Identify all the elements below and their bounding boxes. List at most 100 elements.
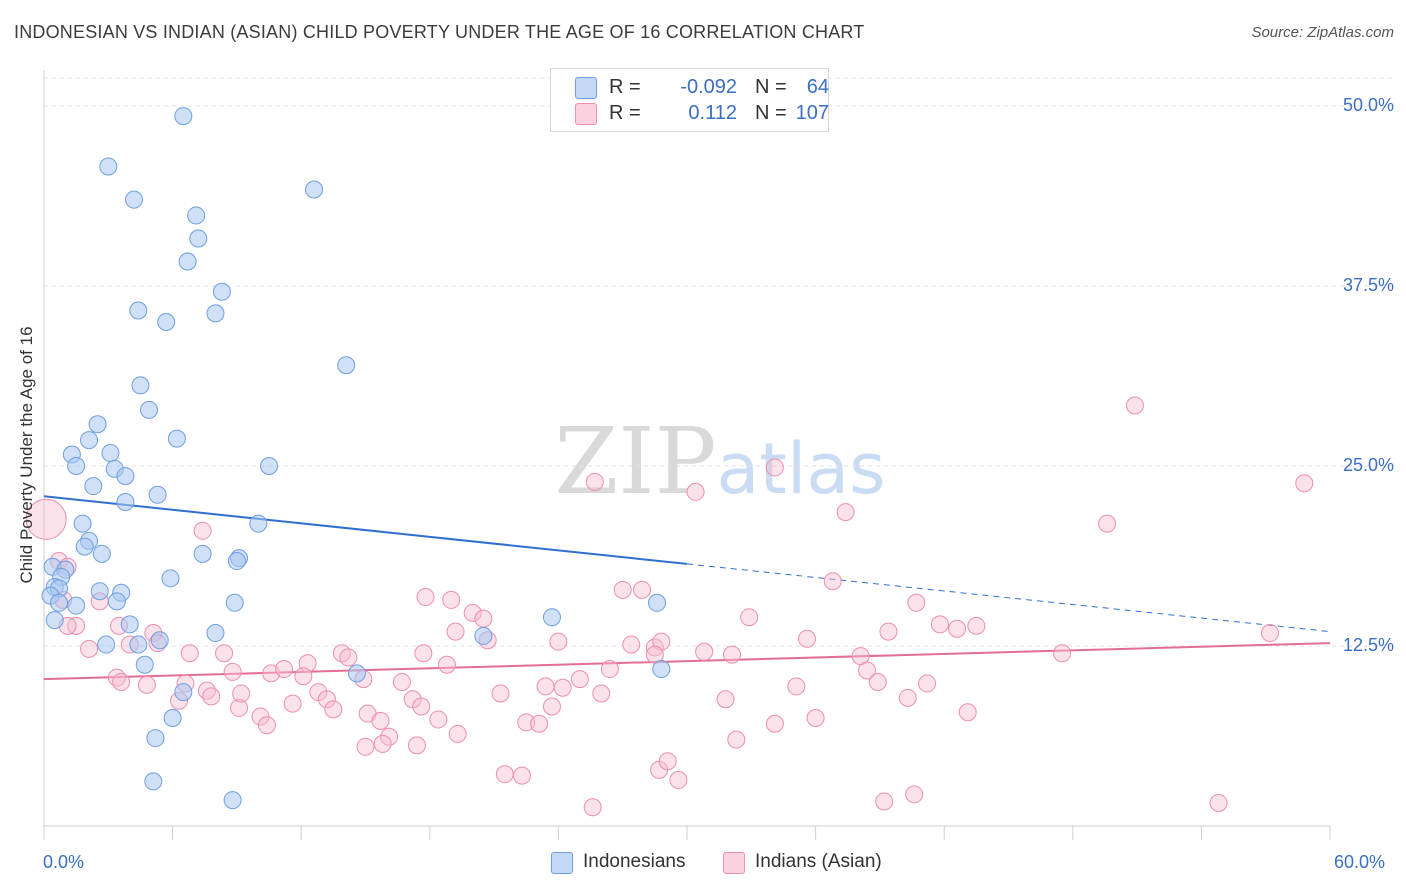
point-indonesians xyxy=(260,457,279,475)
point-indians xyxy=(446,622,465,641)
point-indonesians xyxy=(80,431,99,450)
point-indonesians xyxy=(178,252,197,271)
y-tick-label: 12.5% xyxy=(1342,635,1394,655)
point-indians xyxy=(583,798,602,817)
point-indonesians xyxy=(189,229,208,248)
point-indians xyxy=(373,734,392,753)
point-indonesians xyxy=(107,592,126,611)
x-tick-label-min: 0.0% xyxy=(43,852,85,872)
bottom-legend-label: Indonesians xyxy=(583,851,686,872)
point-indians xyxy=(517,713,536,732)
point-indians xyxy=(25,498,67,540)
point-indians xyxy=(371,711,390,730)
point-indonesians xyxy=(129,635,148,654)
point-indians xyxy=(905,785,924,804)
point-indians xyxy=(765,714,784,733)
point-indians xyxy=(356,737,375,756)
point-indonesians xyxy=(161,569,180,588)
point-indians xyxy=(613,580,632,599)
point-indians xyxy=(412,697,431,716)
point-indonesians xyxy=(116,493,135,511)
point-indonesians xyxy=(131,376,150,395)
point-indonesians xyxy=(187,206,206,225)
point-indians xyxy=(875,792,894,811)
point-indonesians xyxy=(67,596,86,615)
point-indonesians xyxy=(92,544,111,563)
point-indians xyxy=(1260,624,1279,643)
point-indonesians xyxy=(249,514,268,533)
point-indians xyxy=(317,690,336,709)
point-indonesians xyxy=(206,304,225,323)
point-indonesians xyxy=(75,537,94,556)
legend-n-value: 107 xyxy=(795,102,829,124)
point-indonesians xyxy=(140,400,159,419)
point-indians xyxy=(898,688,917,707)
point-indonesians xyxy=(157,313,176,331)
point-indians xyxy=(669,770,688,789)
point-indonesians xyxy=(474,626,493,645)
point-indians xyxy=(765,458,784,477)
chart-title: INDONESIAN VS INDIAN (ASIAN) CHILD POVER… xyxy=(14,22,865,42)
point-indians xyxy=(257,716,276,735)
point-indians xyxy=(223,662,242,681)
point-indonesians xyxy=(144,772,163,791)
point-indians xyxy=(600,660,619,679)
point-indians xyxy=(495,765,514,784)
point-indians xyxy=(536,677,555,696)
point-indians xyxy=(530,714,549,733)
x-tick-label-max: 60.0% xyxy=(1334,852,1386,872)
point-indians xyxy=(948,619,967,638)
point-indonesians xyxy=(90,582,109,601)
point-indians xyxy=(1209,793,1228,812)
point-indians xyxy=(491,684,510,703)
point-indonesians xyxy=(193,544,212,563)
point-indians xyxy=(806,709,825,727)
point-indonesians xyxy=(212,282,231,301)
point-indonesians xyxy=(129,301,148,320)
bottom-legend-swatch-indians xyxy=(723,852,745,874)
point-indonesians xyxy=(45,611,64,630)
legend-r-label: R = xyxy=(609,76,641,98)
point-indians xyxy=(463,603,482,622)
point-indonesians xyxy=(84,477,103,496)
point-indians xyxy=(740,608,759,627)
trend-line-indians xyxy=(43,642,1331,681)
point-indians xyxy=(727,730,746,749)
point-indonesians xyxy=(73,514,92,533)
point-indians xyxy=(930,615,949,634)
point-indians xyxy=(879,622,898,641)
point-indonesians xyxy=(206,624,225,643)
point-indians xyxy=(967,616,986,635)
point-indians xyxy=(202,687,221,706)
point-indians xyxy=(622,635,641,654)
point-indonesians xyxy=(50,593,69,612)
point-indonesians xyxy=(146,729,165,748)
legend-swatch-indonesians xyxy=(575,77,597,99)
legend-n-value: 64 xyxy=(806,76,829,98)
point-indians xyxy=(339,648,358,667)
legend-r-label: R = xyxy=(609,102,641,124)
y-tick-label: 50.0% xyxy=(1342,95,1394,115)
point-indonesians xyxy=(167,429,186,448)
point-indonesians xyxy=(647,593,666,612)
point-indonesians xyxy=(652,660,671,679)
point-indians xyxy=(392,673,411,691)
point-indians xyxy=(294,667,313,686)
point-indians xyxy=(553,678,572,697)
bottom-legend-label: Indians (Asian) xyxy=(755,851,882,872)
point-indians xyxy=(512,766,531,785)
point-indians xyxy=(695,642,714,661)
legend-n-label: N = xyxy=(755,102,787,124)
point-indians xyxy=(112,673,131,691)
point-indonesians xyxy=(337,356,356,375)
point-indians xyxy=(918,674,937,693)
point-indians xyxy=(474,609,493,628)
point-indians xyxy=(215,644,234,663)
point-indians xyxy=(324,700,343,719)
point-indians xyxy=(442,590,461,609)
trend-line-indonesians xyxy=(43,495,688,565)
legend-swatch-indians xyxy=(575,103,597,125)
point-indonesians xyxy=(163,709,182,727)
point-indonesians xyxy=(67,457,86,475)
